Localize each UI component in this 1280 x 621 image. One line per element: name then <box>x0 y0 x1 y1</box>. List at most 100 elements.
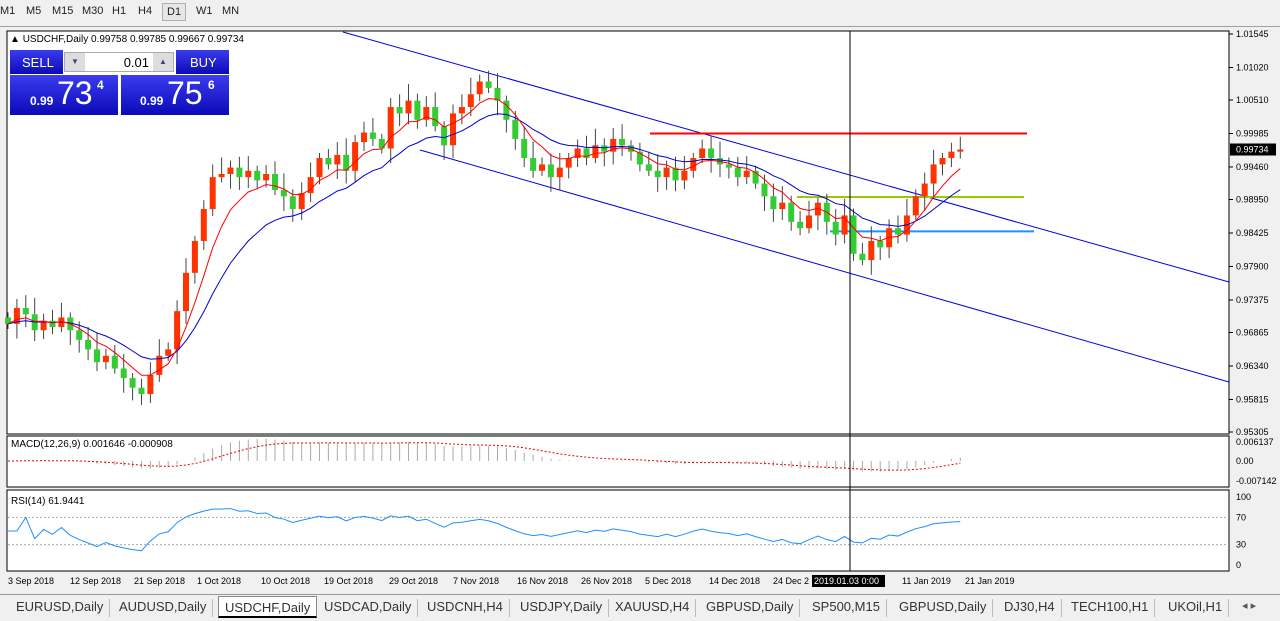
candle-body <box>13 307 20 324</box>
chart-tab[interactable]: USDCAD,Daily <box>318 599 419 617</box>
candle-body <box>334 154 341 165</box>
date-tick-label: 29 Oct 2018 <box>389 576 438 586</box>
candle-body <box>227 167 234 174</box>
candle-body <box>788 202 795 222</box>
candle-body <box>147 374 154 395</box>
buy-button[interactable]: BUY <box>176 50 229 74</box>
candle-body <box>307 177 314 194</box>
chart-tab[interactable]: USDCHF,Daily <box>218 596 318 618</box>
candle-body <box>583 148 590 159</box>
timeframe-m1[interactable]: M1 <box>0 5 16 17</box>
sell-price-fraction: 4 <box>97 78 104 92</box>
crosshair-date-marker <box>812 575 885 587</box>
price-tick-label: 0.99460 <box>1236 162 1269 172</box>
chart-tab[interactable]: USDCNH,H4 <box>421 599 510 617</box>
date-tick-label: 11 Jan 2019 <box>902 576 951 586</box>
candle-body <box>476 81 483 95</box>
date-tick-label: 3 Sep 2018 <box>8 576 54 586</box>
price-tick-label: 0.99985 <box>1236 128 1269 138</box>
candle-body <box>183 272 189 312</box>
macd-tick-label: 0.006137 <box>1236 437 1274 447</box>
candle-body <box>636 151 643 165</box>
candle-body <box>316 158 323 178</box>
candle-body <box>405 100 412 114</box>
lot-size-input[interactable]: ▼ 0.01 ▲ <box>64 52 174 72</box>
date-tick-label: 14 Dec 2018 <box>709 576 760 586</box>
channel-upper-line <box>342 31 1230 283</box>
date-tick-label: 19 Oct 2018 <box>324 576 373 586</box>
timeframe-w1[interactable]: W1 <box>196 5 213 17</box>
timeframe-h1[interactable]: H1 <box>112 5 127 17</box>
chart-tab[interactable]: EURUSD,Daily <box>10 599 111 617</box>
candle-body <box>663 167 670 178</box>
candle-body <box>236 167 243 178</box>
candle-body <box>725 164 732 168</box>
chart-tab[interactable]: GBPUSD,Daily <box>893 599 994 617</box>
candle-body <box>40 320 47 331</box>
candle-body <box>423 107 430 120</box>
candle-body <box>743 170 750 178</box>
candle-body <box>832 221 839 235</box>
price-tick-label: 0.96340 <box>1236 361 1269 371</box>
chart-tab[interactable]: DJ30,H4 <box>998 599 1062 617</box>
candle-body <box>414 100 421 120</box>
timeframe-toolbar: M1 M5 M15 M30 H1 H4 D1 W1 MN <box>0 0 1280 27</box>
timeframe-m15[interactable]: M15 <box>52 5 74 17</box>
candle-body <box>779 202 786 210</box>
candle-body <box>645 164 652 171</box>
timeframe-m30[interactable]: M30 <box>82 5 104 17</box>
candle-body <box>841 215 848 235</box>
chart-title: ▲ USDCHF,Daily 0.99758 0.99785 0.99667 0… <box>10 34 244 45</box>
candle-body <box>859 253 866 261</box>
sell-button[interactable]: SELL <box>10 50 63 74</box>
price-tick-label: 1.01545 <box>1236 29 1269 39</box>
candle-body <box>254 170 261 181</box>
tab-scroll-arrows[interactable]: ◂ ▸ <box>1242 600 1257 612</box>
chart-tab[interactable]: XAUUSD,H4 <box>609 599 697 617</box>
candle-body <box>165 349 172 356</box>
candle-body <box>574 148 581 159</box>
rsi-tick-label: 30 <box>1236 540 1246 550</box>
candle-body <box>352 142 359 171</box>
date-tick-label: 24 Dec 2 <box>773 576 809 586</box>
candle-body <box>94 349 100 363</box>
candle-body <box>547 164 554 178</box>
sell-price[interactable]: 0.99 73 4 <box>10 75 118 115</box>
timeframe-h4[interactable]: H4 <box>138 5 153 17</box>
candle-body <box>752 170 759 184</box>
chart-tab[interactable]: SP500,M15 <box>806 599 887 617</box>
lot-value: 0.01 <box>123 55 149 70</box>
macd-frame <box>6 435 1230 488</box>
chart-tab[interactable]: TECH100,H1 <box>1065 599 1156 617</box>
candle-body <box>521 138 528 159</box>
candle-body <box>102 355 109 363</box>
chart-tab[interactable]: UKOil,H1 <box>1162 599 1230 617</box>
price-tick-label: 0.98425 <box>1236 228 1269 238</box>
date-tick-label: 21 Jan 2019 <box>965 576 1015 586</box>
rsi-tick-label: 100 <box>1236 492 1251 502</box>
candle-body <box>387 107 394 149</box>
buy-price[interactable]: 0.99 75 6 <box>121 75 229 115</box>
timeframe-m5[interactable]: M5 <box>26 5 42 17</box>
candle-body <box>200 209 207 241</box>
candle-body <box>298 193 305 210</box>
candle-body <box>948 151 955 159</box>
macd-tick-label: 0.00 <box>1236 456 1254 466</box>
candle-body <box>868 240 875 261</box>
timeframe-mn[interactable]: MN <box>222 5 240 17</box>
candle-body <box>921 183 928 197</box>
chart-tab[interactable]: USDJPY,Daily <box>514 599 610 617</box>
decrease-lot-button[interactable]: ▼ <box>65 53 85 71</box>
candle-body <box>654 170 661 178</box>
date-tick-label: 5 Dec 2018 <box>645 576 691 586</box>
candle-body <box>85 339 92 350</box>
chart-tab[interactable]: GBPUSD,Daily <box>700 599 801 617</box>
candle-body <box>806 215 812 229</box>
one-click-trade-panel: SELL ▼ 0.01 ▲ BUY 0.99 73 4 0.99 75 6 <box>10 50 229 115</box>
increase-lot-button[interactable]: ▲ <box>153 53 173 71</box>
macd-tick-label: -0.007142 <box>1236 476 1277 486</box>
candle-body <box>245 170 252 178</box>
timeframe-d1[interactable]: D1 <box>162 3 187 21</box>
chart-tab[interactable]: AUDUSD,Daily <box>113 599 214 617</box>
candle-body <box>272 173 278 190</box>
